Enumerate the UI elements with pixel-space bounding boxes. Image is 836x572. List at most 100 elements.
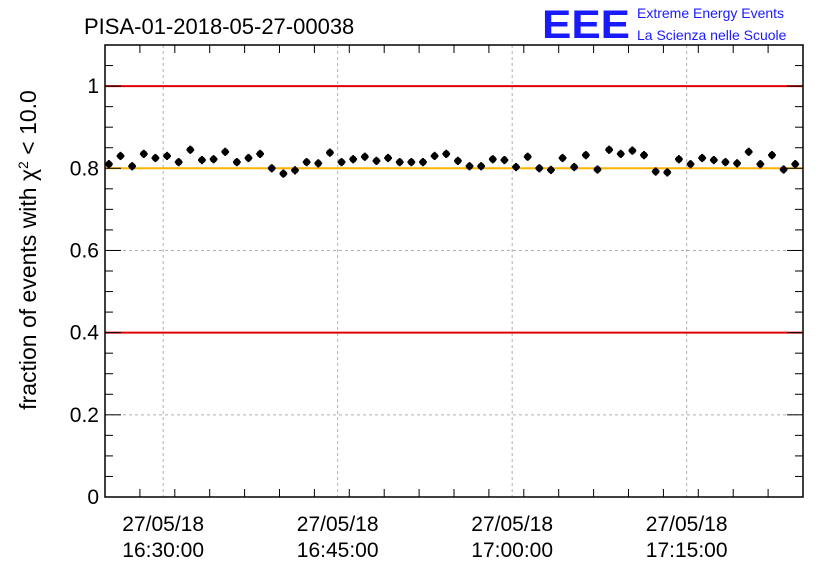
y-axis-label-suffix: < 10.0: [15, 90, 41, 161]
y-tick-label: 1: [87, 75, 99, 98]
data-point: [500, 155, 509, 165]
data-marker: [500, 156, 508, 164]
data-marker: [442, 150, 450, 158]
data-marker: [349, 155, 357, 163]
data-point: [291, 166, 299, 175]
data-marker: [256, 150, 264, 158]
data-marker: [477, 162, 485, 170]
data-marker: [721, 158, 729, 166]
data-point: [616, 149, 625, 158]
data-points: [105, 145, 800, 178]
data-point: [198, 155, 206, 165]
data-marker: [710, 156, 718, 164]
data-point: [628, 146, 637, 155]
data-point: [605, 145, 613, 154]
data-point: [395, 158, 404, 167]
data-marker: [524, 153, 532, 161]
data-point: [675, 155, 683, 164]
y-axis-label-sup: 2: [15, 161, 31, 169]
data-point: [733, 159, 741, 168]
data-marker: [687, 160, 695, 168]
data-marker: [535, 164, 543, 172]
y-tick-label: 0.2: [70, 404, 99, 427]
data-point: [721, 158, 730, 167]
data-point: [442, 149, 451, 158]
data-marker: [547, 166, 555, 174]
data-marker: [372, 157, 380, 165]
data-marker: [151, 154, 159, 162]
plot-frame: [104, 44, 804, 498]
data-marker: [559, 154, 567, 162]
data-marker: [431, 152, 439, 160]
data-marker: [745, 148, 753, 156]
data-marker: [454, 157, 462, 165]
x-tick-label-date: 27/05/18: [297, 513, 379, 536]
data-marker: [489, 155, 497, 163]
data-point: [663, 168, 672, 177]
data-marker: [466, 162, 474, 170]
data-marker: [361, 153, 369, 161]
data-marker: [419, 158, 427, 166]
data-point: [419, 158, 427, 167]
data-marker: [163, 152, 171, 160]
x-tick-label-time: 17:15:00: [646, 539, 728, 562]
data-marker: [756, 160, 764, 168]
data-point: [372, 156, 381, 165]
data-point: [209, 155, 218, 164]
data-point: [535, 164, 544, 173]
data-point: [174, 158, 183, 167]
data-marker: [198, 156, 206, 164]
data-point: [116, 151, 125, 161]
data-point: [139, 149, 148, 158]
x-tick-label-time: 16:30:00: [122, 539, 204, 562]
data-point: [465, 162, 474, 171]
data-marker: [105, 160, 113, 168]
data-marker: [117, 152, 125, 160]
data-marker: [512, 163, 520, 171]
data-point: [314, 159, 323, 168]
data-point: [523, 152, 532, 161]
data-point: [349, 155, 358, 164]
data-point: [709, 155, 718, 165]
data-point: [488, 155, 497, 164]
data-point: [407, 158, 416, 167]
data-point: [651, 167, 660, 176]
data-marker: [407, 158, 415, 166]
data-marker: [314, 159, 322, 167]
chart-title: PISA-01-2018-05-27-00038: [84, 14, 354, 39]
data-point: [302, 158, 311, 167]
data-marker: [338, 158, 346, 166]
data-point: [698, 153, 707, 163]
data-marker: [593, 166, 601, 174]
x-tick-label-time: 17:00:00: [471, 539, 553, 562]
data-marker: [628, 147, 636, 155]
data-marker: [140, 150, 148, 158]
data-marker: [384, 154, 392, 162]
data-marker: [210, 155, 218, 163]
data-marker: [128, 162, 136, 170]
data-point: [547, 165, 555, 175]
data-point: [640, 151, 648, 160]
data-marker: [605, 146, 613, 154]
data-point: [163, 151, 171, 161]
data-point: [326, 148, 334, 157]
logo-letters: EEE: [542, 3, 630, 47]
data-point: [430, 151, 439, 161]
data-point: [360, 152, 369, 161]
logo-line-2: La Scienza nelle Scuole: [637, 27, 787, 43]
data-point: [768, 151, 776, 160]
data-point: [512, 162, 520, 172]
data-point: [384, 153, 392, 163]
data-marker: [733, 159, 741, 167]
data-point: [779, 165, 788, 174]
data-marker: [268, 164, 276, 172]
data-point: [686, 160, 695, 169]
axes: [104, 44, 804, 498]
data-marker: [780, 166, 788, 174]
data-marker: [303, 158, 311, 166]
eee-logo: EEE Extreme Energy Events La Scienza nel…: [542, 3, 787, 47]
data-point: [558, 153, 567, 163]
data-marker: [768, 151, 776, 159]
data-marker: [582, 151, 590, 159]
x-tick-label-date: 27/05/18: [646, 513, 728, 536]
